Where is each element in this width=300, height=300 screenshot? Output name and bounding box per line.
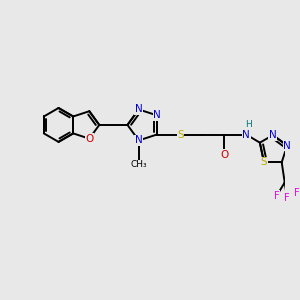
Text: N: N <box>242 130 250 140</box>
Text: O: O <box>220 150 228 160</box>
Text: CH₃: CH₃ <box>130 160 147 169</box>
Text: S: S <box>177 130 184 140</box>
Text: N: N <box>135 104 142 114</box>
Text: O: O <box>85 134 93 144</box>
Text: F: F <box>294 188 299 198</box>
Text: N: N <box>153 110 161 120</box>
Text: N: N <box>269 130 277 140</box>
Text: N: N <box>283 140 291 151</box>
Text: F: F <box>284 193 290 203</box>
Text: H: H <box>245 120 252 129</box>
Text: S: S <box>261 157 267 167</box>
Text: N: N <box>135 135 142 146</box>
Text: F: F <box>274 191 279 201</box>
